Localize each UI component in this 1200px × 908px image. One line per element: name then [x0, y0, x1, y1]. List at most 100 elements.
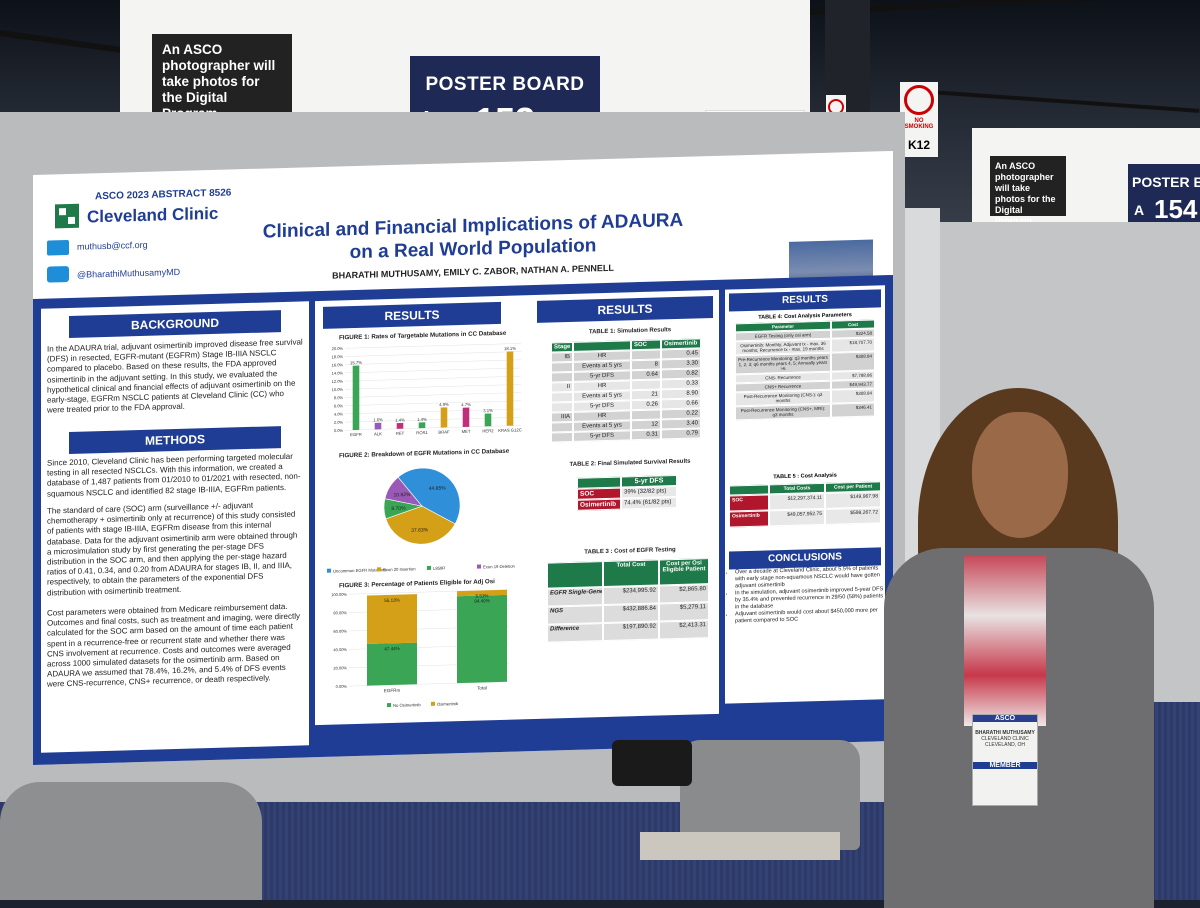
board-number: 154 [1154, 194, 1198, 224]
fig1-gridline [345, 367, 521, 374]
table1-cell: IB [551, 351, 573, 363]
fig1-ytick: 16.0% [332, 362, 344, 367]
no-smoking-icon [904, 85, 934, 115]
fig1-category-label: EGFR [350, 432, 362, 437]
conclusion-item: Adjuvant osimertinib would cost about $4… [735, 607, 885, 625]
fig1-ytick: 20.0% [332, 346, 344, 351]
methods-text-1: Since 2010, Cleveland Clinic has been pe… [47, 451, 301, 499]
table4-cell: $346.41 [831, 402, 875, 418]
fig3-legend-label: No Osimertinib [393, 702, 421, 708]
badge-event: ASCO [973, 715, 1037, 722]
fig1-gridline [345, 343, 521, 349]
methods-heading: METHODS [69, 426, 281, 454]
methods-text-3: Cost parameters were obtained from Medic… [47, 601, 301, 690]
table1: Stage SOC Osimertinib IB HR 0.45 Events at 5 y… [551, 338, 701, 443]
fig2-slice [384, 476, 423, 507]
fig2-legend-swatch [327, 568, 331, 573]
fig1-bar [484, 413, 492, 427]
table5: Total Costs Cost per Patient SOC $12,297,37… [729, 481, 881, 528]
table3-cell: $432,886.84 [603, 603, 659, 624]
fig3-ytick: 40.00% [333, 647, 347, 652]
fig1-bar [352, 365, 360, 431]
abstract-number: ASCO 2023 ABSTRACT 8526 [95, 187, 232, 203]
fig1-ytick: 6.0% [334, 403, 344, 408]
no-smoking-text: NO SMOKING [904, 118, 934, 130]
table3-header: Cost per Osi Eligible Patient [659, 558, 709, 586]
left-column: BACKGROUND In the ADAURA trial, adjuvant… [41, 301, 309, 753]
table1-cell [551, 431, 573, 443]
table1-cell: II [551, 381, 573, 393]
person-floral-top [964, 556, 1046, 726]
fig1-ytick: 12.0% [332, 379, 344, 384]
fig3-category-label: Total [477, 685, 487, 690]
fig1-category-label: KRAS G12C [498, 427, 522, 433]
table3-cell: NGS [547, 605, 603, 625]
fig1-bar [462, 407, 470, 427]
badge-name: BHARATHI MUTHUSAMY [975, 730, 1035, 736]
fig1-data-label: 1.4% [417, 417, 427, 422]
fig2-slice-label: 10.82% [394, 492, 412, 498]
fig1-bar [440, 407, 448, 428]
badge-org: CLEVELAND CLINIC [981, 736, 1029, 742]
table4-cell: $18,707.70 [831, 337, 875, 353]
poster-title: Clinical and Financial Implications of A… [223, 208, 723, 268]
fig2-legend-label: Exon 20 Insertion [383, 566, 416, 572]
table1-cell [551, 361, 573, 373]
fig1-ytick: 18.0% [332, 354, 344, 359]
fig1-bar [418, 422, 426, 429]
poster-board-label: POSTER BOARD [425, 74, 585, 95]
fig3-data-label: 5.51% [475, 593, 488, 598]
chair-center-seat [640, 832, 840, 860]
fig3-bar-segment [367, 642, 417, 686]
fig2-legend-swatch [377, 567, 381, 572]
fig1-ytick: 4.0% [334, 411, 344, 416]
table3: Total Cost Cost per Osi Eligible Patient E… [547, 558, 709, 643]
fig1-category-label: RET [396, 431, 405, 436]
table5-cell: $149,967.98 [825, 491, 881, 509]
fig1-ytick: 14.0% [332, 370, 344, 375]
table1-title: TABLE 1: Simulation Results [588, 327, 672, 336]
right-column: RESULTS TABLE 4: Cost Analysis Parameter… [725, 285, 885, 704]
table4: Parameter Cost EGFR Testing (only osi arm)… [735, 319, 875, 421]
table3-header [547, 561, 603, 589]
fig1-category-label: HER2 [482, 428, 494, 433]
methods-text-2: The standard of care (SOC) arm (surveill… [47, 500, 298, 598]
fig1-gridline [345, 408, 521, 415]
fig1-data-label: 3.1% [483, 408, 493, 413]
fig1-category-label: ROS1 [416, 430, 428, 435]
fig3-stacked-bar-chart: 0.00% 20.00% 40.00% 60.00% 80.00% 100.00% 47.4… [331, 589, 509, 708]
fig3-data-label: 94.49% [474, 598, 490, 603]
fig1-category-label: BRAF [438, 429, 450, 434]
fig1-ytick: 10.0% [332, 387, 344, 392]
table3-cell: $2,413.31 [659, 620, 709, 640]
research-poster: ASCO 2023 ABSTRACT 8526 Cleveland Clinic… [33, 150, 893, 765]
table1-cell [551, 391, 573, 403]
fig1-bar-chart: 0.0% 2.0% 4.0% 6.0% 8.0% 10.0% 12.0% 14.0% 16.0%… [332, 343, 522, 437]
fig1-data-label: 4.9% [439, 402, 449, 407]
table3-cell: EGFR Single-Gene [547, 587, 603, 607]
background-heading: BACKGROUND [69, 310, 281, 338]
poster-board-label: POSTER BOA [1132, 174, 1200, 190]
fig1-category-label: MET [462, 429, 471, 434]
fig1-gridline [345, 416, 521, 423]
org-name: Cleveland Clinic [87, 203, 219, 227]
no-smoking-sign: NO SMOKING K12 [900, 82, 938, 157]
conference-badge: ASCO BHARATHI MUTHUSAMY CLEVELAND CLINIC… [972, 714, 1038, 806]
table3-cell: $2,865.80 [659, 584, 709, 604]
fig2-legend-label: L858R [433, 565, 445, 570]
table2-title: TABLE 2: Final Simulated Survival Result… [569, 458, 691, 469]
table3-header: Total Cost [603, 559, 659, 588]
table5-cell: $598,267.72 [825, 507, 881, 525]
table1-header: Stage [551, 341, 573, 353]
fig1-gridline [345, 359, 521, 365]
fig3-ytick: 100.00% [331, 592, 347, 597]
table1-cell: 0.31 [631, 429, 661, 441]
fig1-data-label: 18.1% [504, 346, 516, 351]
table1-cell: IIIA [551, 411, 573, 423]
fig2-legend-label: Uncommon EGFR Mutations [333, 567, 387, 573]
fig3-ytick: 20.00% [333, 665, 347, 670]
fig3-ytick: 80.00% [333, 610, 347, 615]
fig1-ytick: 8.0% [334, 395, 344, 400]
background-text: In the ADAURA trial, adjuvant osimertini… [47, 337, 303, 415]
fig1-ytick: 2.0% [334, 420, 344, 425]
